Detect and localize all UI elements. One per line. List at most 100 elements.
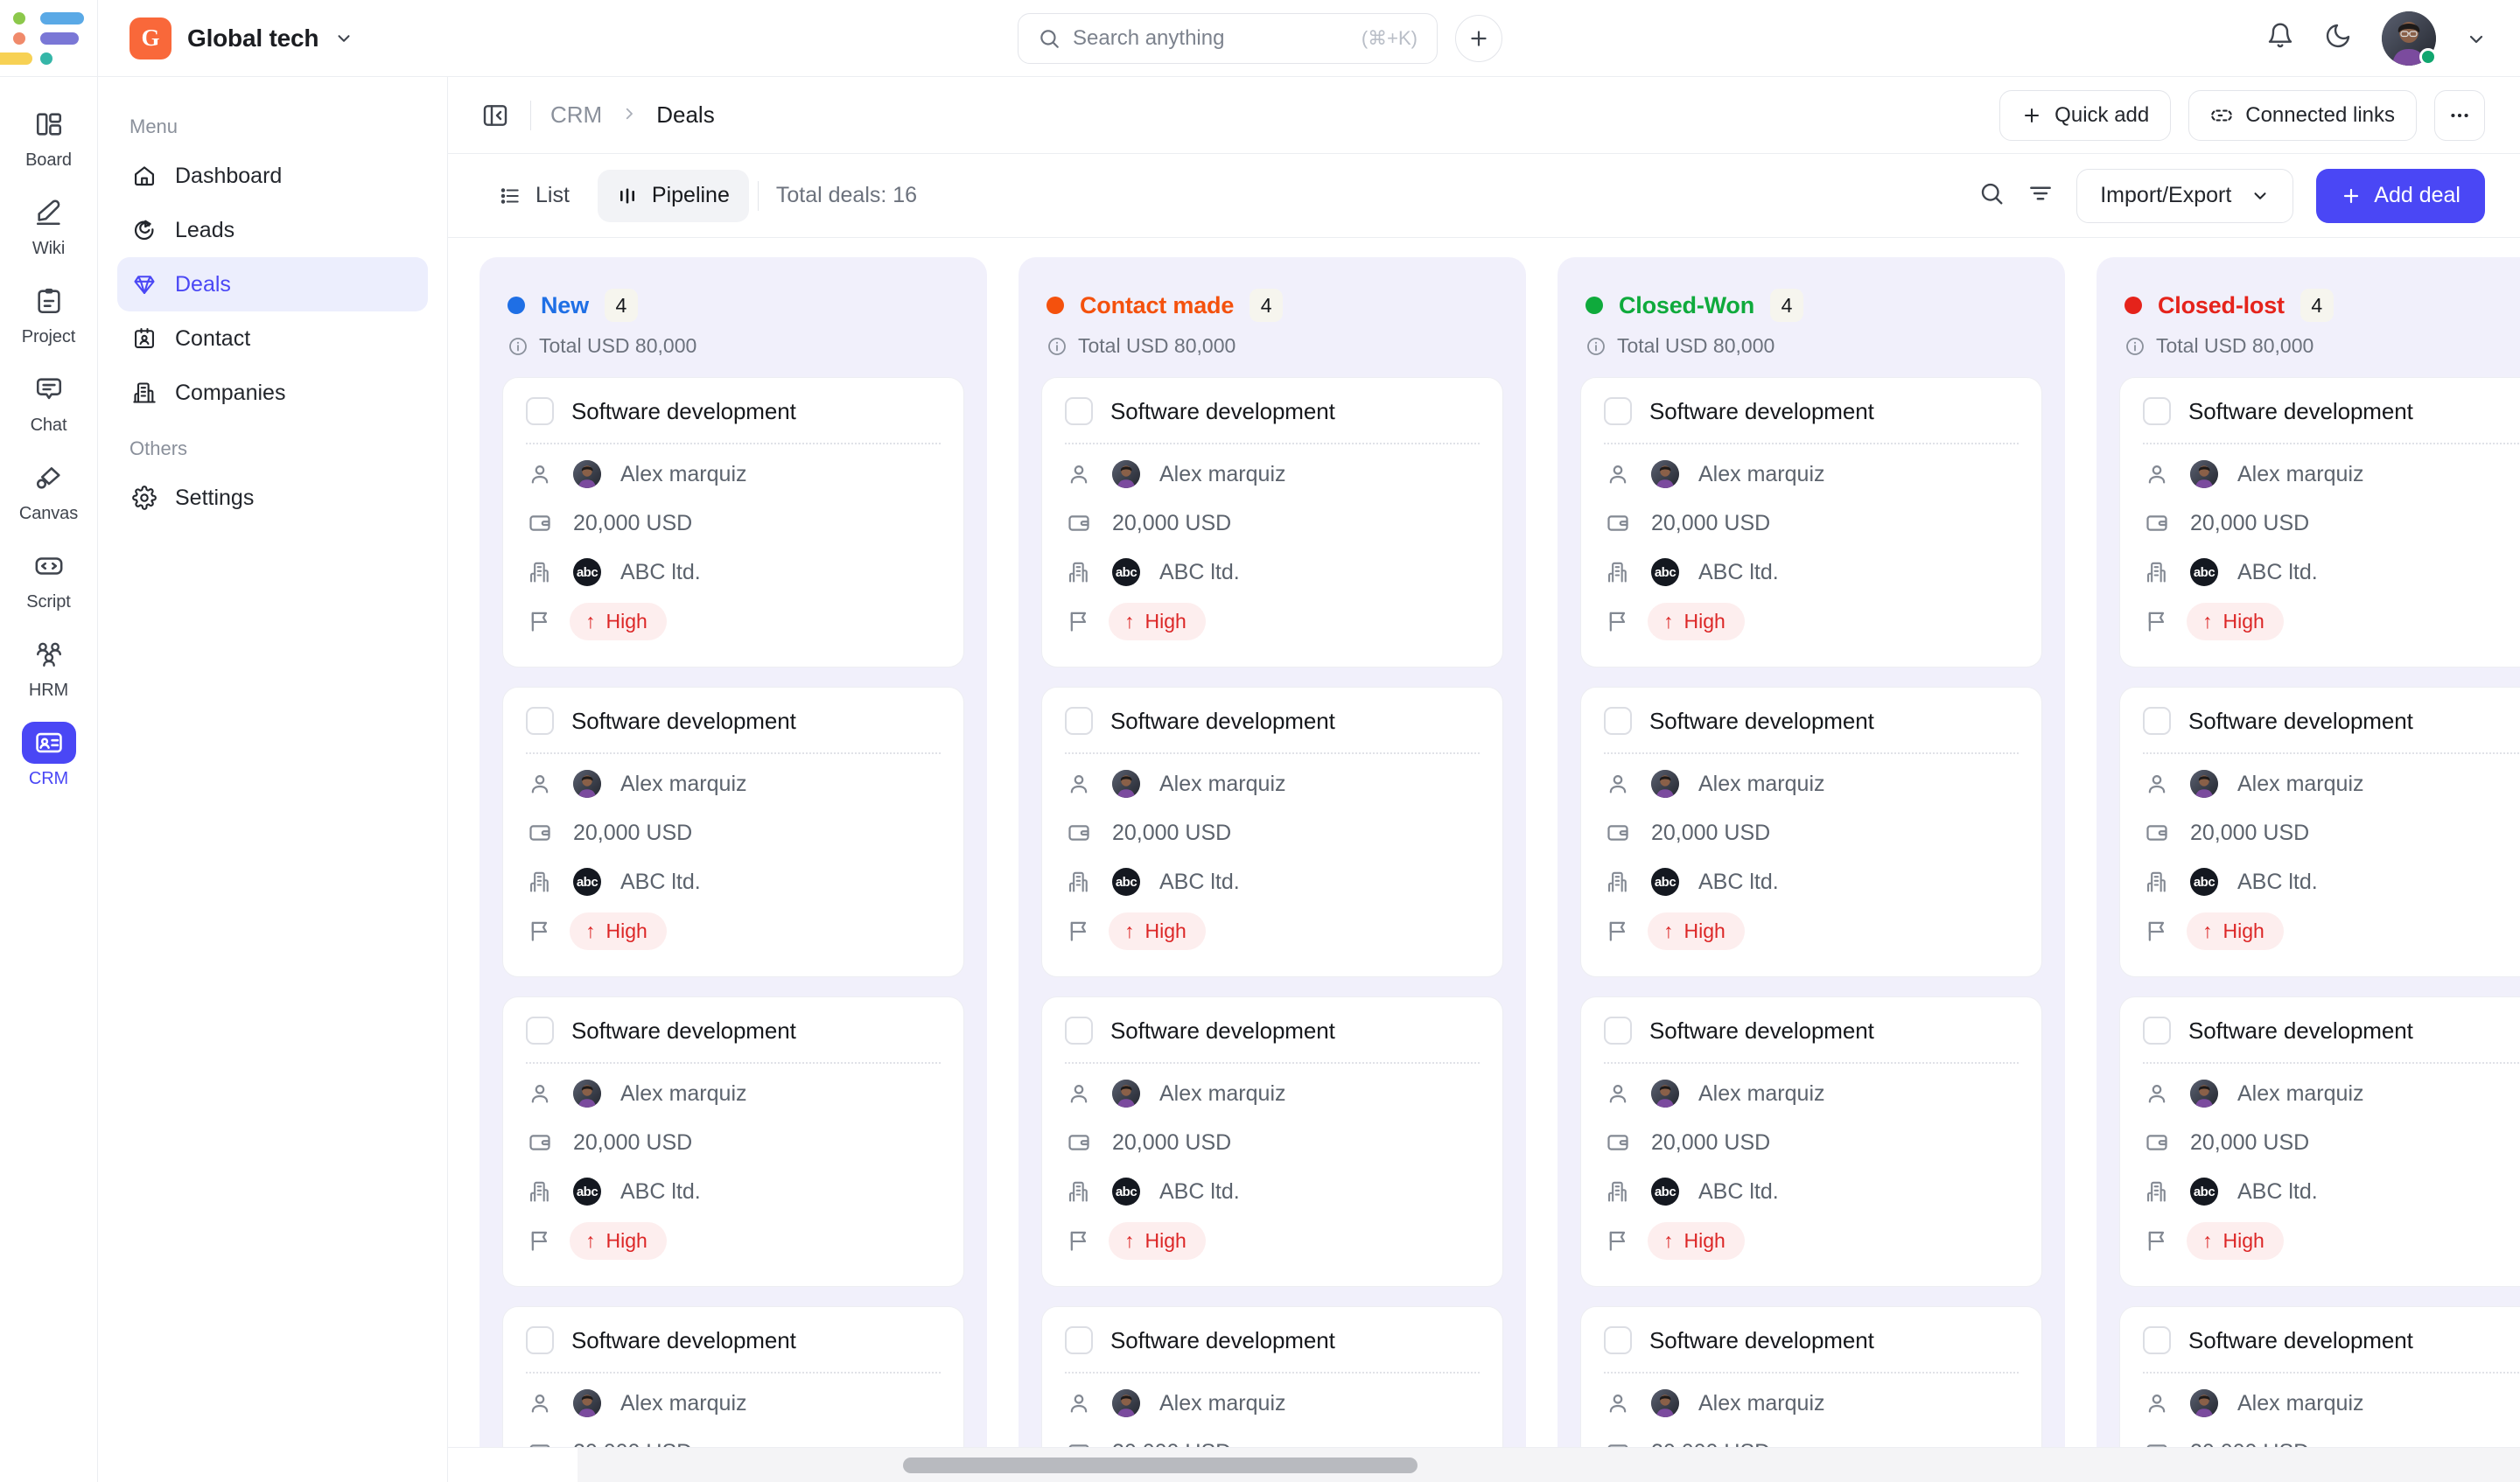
search-icon[interactable] bbox=[1978, 180, 2005, 211]
owner-avatar bbox=[2190, 1080, 2218, 1108]
flag-icon bbox=[526, 1227, 554, 1255]
filter-icon[interactable] bbox=[2027, 180, 2054, 211]
moon-icon[interactable] bbox=[2324, 22, 2352, 54]
deal-amount-row: 20,000 USD bbox=[1065, 1428, 1480, 1447]
building-icon bbox=[526, 558, 554, 586]
deal-checkbox[interactable] bbox=[1065, 1017, 1093, 1045]
card-divider bbox=[526, 443, 941, 444]
deal-checkbox[interactable] bbox=[1604, 397, 1632, 425]
sidebar-item-settings[interactable]: Settings bbox=[117, 471, 428, 525]
tab-pipeline[interactable]: Pipeline bbox=[597, 169, 749, 222]
sidebar-item-leads[interactable]: Leads bbox=[117, 203, 428, 257]
sidebar-item-label: Deals bbox=[175, 271, 231, 297]
deal-company-row: abc ABC ltd. bbox=[1065, 857, 1480, 906]
more-options-button[interactable] bbox=[2434, 89, 2485, 141]
deal-checkbox[interactable] bbox=[1065, 397, 1093, 425]
deal-card[interactable]: Software development Alex m bbox=[502, 996, 964, 1287]
deal-checkbox[interactable] bbox=[526, 1326, 554, 1354]
deal-card[interactable]: Software development Alex m bbox=[2119, 1306, 2520, 1447]
rail-item-script[interactable]: Script bbox=[7, 538, 91, 621]
search-input[interactable]: Search anything (⌘+K) bbox=[1018, 12, 1438, 64]
rail-item-board[interactable]: Board bbox=[7, 96, 91, 179]
deal-card[interactable]: Software development Alex m bbox=[1580, 377, 2042, 668]
deal-checkbox[interactable] bbox=[1604, 1017, 1632, 1045]
import-export-dropdown[interactable]: Import/Export bbox=[2076, 168, 2294, 223]
scrollbar-thumb[interactable] bbox=[903, 1457, 1418, 1473]
sidebar-item-deals[interactable]: Deals bbox=[117, 257, 428, 311]
card-divider bbox=[2143, 1372, 2520, 1374]
owner-avatar bbox=[1651, 460, 1679, 488]
deal-checkbox[interactable] bbox=[2143, 707, 2171, 735]
deal-card[interactable]: Software development Alex m bbox=[2119, 377, 2520, 668]
tab-list[interactable]: List bbox=[480, 170, 589, 222]
flag-icon bbox=[1604, 607, 1632, 635]
deal-checkbox[interactable] bbox=[2143, 1326, 2171, 1354]
deal-company-row: abc ABC ltd. bbox=[1065, 548, 1480, 597]
deal-card[interactable]: Software development Alex m bbox=[1580, 996, 2042, 1287]
sidebar-item-dashboard[interactable]: Dashboard bbox=[117, 149, 428, 203]
column-total-label: Total USD 80,000 bbox=[539, 334, 697, 357]
priority-label: High bbox=[606, 1228, 648, 1252]
deal-card[interactable]: Software development Alex m bbox=[502, 1306, 964, 1447]
sidebar-item-companies[interactable]: Companies bbox=[117, 366, 428, 420]
breadcrumb-item-deals[interactable]: Deals bbox=[656, 101, 715, 128]
board-scroll-area[interactable]: New 4 Total USD 80,000 Software developm… bbox=[448, 238, 2520, 1482]
deal-checkbox[interactable] bbox=[1604, 707, 1632, 735]
deal-card[interactable]: Software development Alex m bbox=[1580, 687, 2042, 977]
deal-company-name: ABC ltd. bbox=[2237, 869, 2318, 894]
deal-amount-row: 20,000 USD bbox=[2143, 1428, 2520, 1447]
deal-card[interactable]: Software development Alex m bbox=[1580, 1306, 2042, 1447]
deal-checkbox[interactable] bbox=[1065, 1326, 1093, 1354]
deal-checkbox[interactable] bbox=[2143, 1017, 2171, 1045]
deal-card[interactable]: Software development Alex m bbox=[502, 687, 964, 977]
building-icon bbox=[2143, 1178, 2171, 1206]
owner-avatar bbox=[1651, 1389, 1679, 1417]
quick-add-button[interactable]: Quick add bbox=[1999, 89, 2172, 141]
rail-item-hrm[interactable]: HRM bbox=[7, 626, 91, 710]
workspace-switcher[interactable]: G Global tech bbox=[98, 17, 354, 59]
rail-item-crm[interactable]: CRM bbox=[7, 715, 91, 798]
deal-checkbox[interactable] bbox=[526, 397, 554, 425]
horizontal-scrollbar[interactable] bbox=[448, 1447, 2520, 1482]
column-header: New 4 Total USD 80,000 bbox=[480, 257, 987, 377]
deal-checkbox[interactable] bbox=[526, 1017, 554, 1045]
deal-card[interactable]: Software development Alex m bbox=[2119, 996, 2520, 1287]
deal-card[interactable]: Software development Alex m bbox=[1041, 687, 1503, 977]
breadcrumb-item-crm[interactable]: CRM bbox=[550, 101, 603, 128]
rail-item-chat[interactable]: Chat bbox=[7, 361, 91, 444]
deal-card[interactable]: Software development Alex m bbox=[1041, 1306, 1503, 1447]
add-deal-button[interactable]: Add deal bbox=[2316, 168, 2485, 223]
breadcrumb-actions: Quick add Connected links bbox=[1999, 89, 2485, 141]
panel-collapse-icon[interactable] bbox=[480, 100, 511, 131]
deal-checkbox[interactable] bbox=[526, 707, 554, 735]
bell-icon[interactable] bbox=[2266, 22, 2294, 54]
deal-checkbox[interactable] bbox=[1604, 1326, 1632, 1354]
rail-item-canvas[interactable]: Canvas bbox=[7, 450, 91, 533]
quick-create-button[interactable] bbox=[1455, 14, 1502, 62]
priority-badge: ↑ High bbox=[2187, 1221, 2284, 1260]
profile-chevron-down-icon[interactable] bbox=[2466, 29, 2485, 48]
sidebar-item-contact[interactable]: Contact bbox=[117, 311, 428, 366]
column-name: Closed-Won bbox=[1619, 291, 1754, 318]
priority-badge: ↑ High bbox=[1648, 912, 1745, 950]
connected-links-button[interactable]: Connected links bbox=[2188, 89, 2417, 141]
deal-company-name: ABC ltd. bbox=[1159, 559, 1240, 584]
deal-priority-row: ↑ High bbox=[1065, 597, 1480, 646]
wallet-icon bbox=[1604, 1129, 1632, 1157]
avatar[interactable] bbox=[2382, 10, 2437, 66]
deal-card[interactable]: Software development Alex m bbox=[1041, 377, 1503, 668]
company-logo-abc: abc bbox=[1651, 868, 1679, 896]
rail-item-project[interactable]: Project bbox=[7, 273, 91, 356]
rail-item-wiki[interactable]: Wiki bbox=[7, 185, 91, 268]
sidebar: Menu Dashboard Leads Deals bbox=[98, 77, 448, 1482]
deal-card[interactable]: Software development Alex m bbox=[2119, 687, 2520, 977]
deal-checkbox[interactable] bbox=[2143, 397, 2171, 425]
app-logo[interactable] bbox=[0, 0, 98, 77]
chevron-down-icon[interactable] bbox=[334, 29, 354, 48]
person-icon bbox=[1604, 460, 1632, 488]
deal-checkbox[interactable] bbox=[1065, 707, 1093, 735]
deal-amount: 20,000 USD bbox=[573, 510, 693, 535]
deal-card[interactable]: Software development Alex m bbox=[502, 377, 964, 668]
deal-card[interactable]: Software development Alex m bbox=[1041, 996, 1503, 1287]
grid-logo-icon bbox=[0, 12, 84, 65]
